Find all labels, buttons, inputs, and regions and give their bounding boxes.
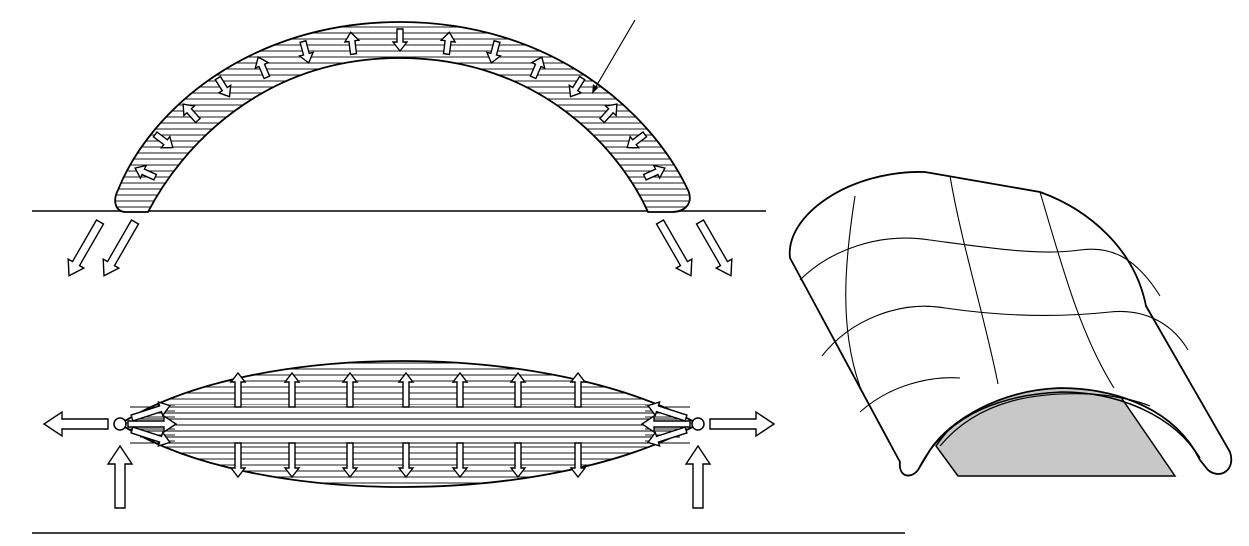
outward-arrow-icon	[397, 442, 415, 479]
outward-arrow-icon	[254, 56, 271, 80]
inward-arrow-icon	[106, 444, 134, 509]
vault-opening-inner	[939, 393, 1151, 447]
outward-arrow-icon	[655, 219, 693, 277]
outward-arrow-icon	[182, 103, 202, 124]
arch-section	[32, 19, 766, 277]
inward-arrow-icon	[152, 131, 174, 149]
inward-arrow-icon	[684, 444, 712, 509]
outward-arrow-icon	[695, 219, 733, 277]
hinge-icon	[691, 417, 705, 431]
outward-arrow-icon	[642, 164, 666, 181]
outward-arrow-icon	[42, 410, 109, 438]
tie-band-lines	[130, 406, 690, 444]
outward-arrow-icon	[397, 371, 415, 408]
inward-arrow-icon	[485, 39, 502, 65]
outward-arrow-icon	[341, 442, 359, 479]
outward-arrow-icon	[569, 442, 587, 479]
outward-arrow-icon	[229, 442, 247, 479]
arch-stress-arrows	[134, 28, 666, 181]
lens-section	[32, 360, 905, 534]
outward-arrow-icon	[134, 164, 158, 181]
outward-arrow-icon	[102, 219, 140, 277]
inward-arrow-icon	[646, 426, 688, 447]
arch-shell	[114, 21, 691, 213]
outward-arrow-icon	[283, 442, 301, 479]
inward-arrow-icon	[391, 28, 409, 53]
outward-arrow-icon	[67, 219, 105, 277]
foot-thrust-arrows	[67, 219, 733, 277]
inward-arrow-icon	[646, 401, 688, 422]
outward-arrow-icon	[509, 442, 527, 479]
outward-arrow-icon	[509, 371, 527, 408]
inward-arrow-icon	[568, 75, 586, 98]
lens-stress-arrows	[127, 371, 691, 479]
outward-arrow-icon	[451, 442, 469, 479]
outward-arrow-icon	[341, 371, 359, 408]
inward-arrow-icon	[130, 401, 172, 422]
vault-grid	[799, 175, 1189, 413]
inward-arrow-icon	[626, 131, 648, 149]
outward-arrow-icon	[569, 371, 587, 408]
leader-arrowhead	[592, 84, 598, 94]
outward-arrow-icon	[343, 31, 361, 56]
outward-arrow-icon	[598, 103, 618, 124]
outward-arrow-icon	[283, 371, 301, 408]
leader-line	[593, 19, 636, 91]
outward-arrow-icon	[451, 371, 469, 408]
outward-arrow-icon	[529, 56, 546, 80]
inward-arrow-icon	[298, 39, 315, 65]
support-force-arrows	[42, 410, 776, 509]
inward-arrow-icon	[214, 75, 232, 98]
outward-arrow-icon	[229, 371, 247, 408]
outward-arrow-icon	[709, 410, 776, 438]
barrel-vault-3d	[789, 171, 1233, 477]
outward-arrow-icon	[439, 31, 457, 56]
inward-arrow-icon	[130, 426, 172, 447]
hinge-icon	[113, 417, 127, 431]
vault-inner-edge	[919, 391, 1201, 467]
